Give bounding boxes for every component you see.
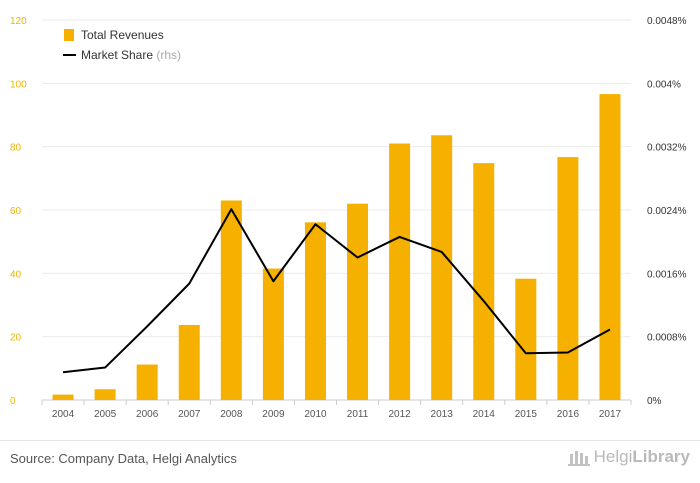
y-right-tick-label: 0.0048% (647, 16, 687, 27)
bar[interactable] (515, 278, 537, 400)
bar[interactable] (304, 222, 326, 400)
legend-label-total-revenues: Total Revenues (81, 28, 164, 42)
bar[interactable] (262, 268, 284, 400)
bar[interactable] (94, 389, 116, 400)
y-right-tick-label: 0.0008% (647, 333, 687, 344)
bar[interactable] (473, 163, 495, 400)
legend-label-market-share: Market Share (rhs) (81, 48, 181, 62)
bar[interactable] (557, 157, 579, 400)
x-tick-label: 2014 (473, 409, 496, 420)
y-right-tick-label: 0.0032% (647, 143, 687, 154)
y-right-tick-label: 0.0024% (647, 206, 687, 217)
x-tick-label: 2012 (388, 409, 411, 420)
combo-chart: 0 0% 20 0.0008% 40 0.0016% 60 0.0024% 80 0.0032% 1… (10, 16, 687, 420)
x-tick-label: 2016 (557, 409, 580, 420)
y-left-tick-label: 100 (10, 79, 27, 90)
logo-text: HelgiLibrary (593, 447, 690, 466)
y-left-tick-label: 40 (10, 269, 22, 280)
x-tick-label: 2011 (347, 409, 369, 420)
x-tick-label: 2004 (52, 409, 75, 420)
footer-divider (0, 440, 700, 441)
bar[interactable] (431, 135, 453, 400)
y-left-tick-label: 120 (10, 16, 27, 27)
bar[interactable] (178, 324, 200, 400)
x-tick-label: 2005 (94, 409, 117, 420)
market-share-line[interactable] (62, 208, 611, 374)
axes: 0 0% 20 0.0008% 40 0.0016% 60 0.0024% 80 0.0032% 1… (10, 16, 687, 420)
library-building-icon (567, 451, 590, 466)
bar[interactable] (136, 364, 158, 400)
x-tick-label: 2017 (599, 409, 622, 420)
helgi-library-logo[interactable]: HelgiLibrary (567, 447, 690, 467)
y-left-tick-label: 60 (10, 206, 22, 217)
x-tick-label: 2010 (304, 409, 327, 420)
y-left-tick-label: 20 (10, 333, 22, 344)
y-right-tick-label: 0% (647, 396, 662, 407)
line-series-market-share (62, 208, 611, 374)
source-note: Source: Company Data, Helgi Analytics (10, 451, 237, 466)
x-tick-label: 2009 (262, 409, 285, 420)
bar[interactable] (389, 143, 411, 401)
legend-swatch-total-revenues (64, 29, 74, 41)
y-left-tick-label: 80 (10, 143, 22, 154)
bar-series-total-revenues (52, 94, 621, 401)
legend[interactable]: Total Revenues Market Share (rhs) (63, 28, 181, 62)
bar[interactable] (52, 394, 74, 400)
x-tick-label: 2007 (178, 409, 201, 420)
y-right-tick-label: 0.004% (647, 79, 681, 90)
footer (0, 440, 700, 483)
x-tick-label: 2008 (220, 409, 243, 420)
bar[interactable] (347, 203, 369, 400)
bar[interactable] (599, 94, 621, 400)
x-tick-label: 2006 (136, 409, 159, 420)
x-tick-label: 2013 (431, 409, 454, 420)
bar[interactable] (220, 200, 242, 401)
x-tick-label: 2015 (515, 409, 538, 420)
grid-lines (42, 19, 631, 401)
y-right-tick-label: 0.0016% (647, 269, 687, 280)
y-left-tick-label: 0 (10, 396, 16, 407)
